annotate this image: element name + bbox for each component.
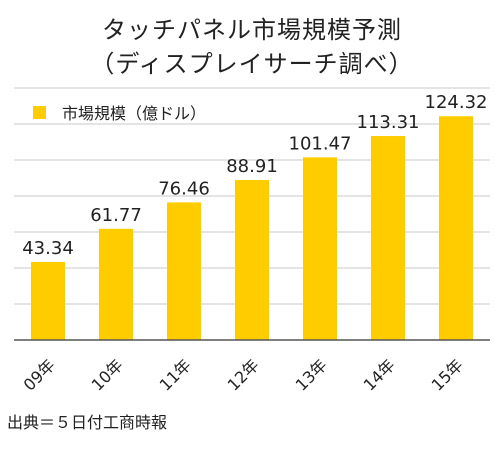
x-tick-label-0: 09年 [20,355,59,394]
x-tick-label-1: 10年 [88,355,127,394]
data-label-0: 43.34 [22,238,74,259]
chart-subtitle: （ディスプレイサーチ調べ） [90,50,414,78]
bar-3 [235,179,269,340]
chart-title: タッチパネル市場規模予測 [102,16,402,44]
x-tick-label-6: 15年 [428,355,467,394]
x-tick-label-5: 14年 [360,355,399,394]
bar-4 [303,157,337,340]
legend: 市場規模（億ドル） [33,100,206,124]
source-note: 出典＝５日付工商時報 [7,413,168,432]
legend-label: 市場規模（億ドル） [62,104,207,123]
x-tick-label-3: 12年 [224,355,263,394]
bar-0 [31,261,65,340]
legend-swatch [33,105,46,119]
bar-1 [99,228,133,340]
data-label-3: 88.91 [226,156,278,177]
bar-2 [167,202,201,340]
bar-6 [439,116,473,340]
bar-5 [371,136,405,340]
data-label-1: 61.77 [90,205,142,226]
x-tick-label-4: 13年 [292,355,331,394]
data-label-4: 101.47 [289,133,352,154]
x-tick-label-2: 11年 [156,355,195,394]
data-label-2: 76.46 [158,178,210,199]
data-label-5: 113.31 [357,112,420,133]
data-label-6: 124.32 [425,92,488,113]
